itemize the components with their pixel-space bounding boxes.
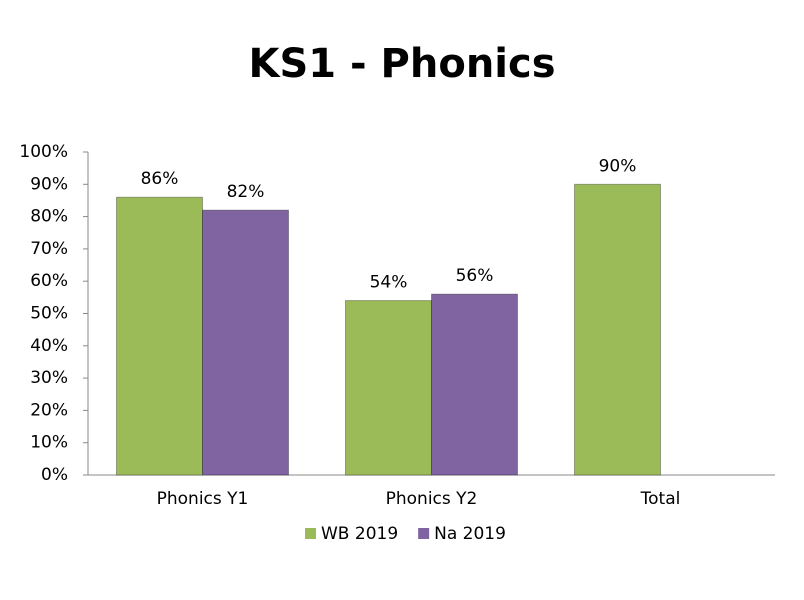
bar (116, 196, 203, 476)
x-tick-label: Total (640, 489, 681, 509)
x-tick-label: Phonics Y2 (386, 489, 478, 509)
chart-title: KS1 - Phonics (248, 41, 555, 87)
y-tick-label: 60% (30, 271, 68, 291)
legend-swatch (305, 528, 316, 539)
data-label: 56% (456, 266, 494, 286)
y-tick-label: 10% (30, 433, 68, 453)
y-tick-label: 80% (30, 207, 68, 227)
data-label: 86% (141, 169, 179, 189)
y-tick-label: 0% (41, 465, 68, 485)
legend-swatch (418, 528, 430, 539)
bar (574, 183, 661, 476)
legend-label: WB 2019 (321, 524, 398, 544)
bar (345, 300, 432, 476)
data-label: 54% (370, 273, 408, 293)
data-label: 90% (599, 156, 637, 176)
y-tick-label: 50% (30, 304, 68, 324)
data-label: 82% (227, 182, 265, 202)
bar (431, 293, 518, 476)
x-tick-label: Phonics Y1 (157, 489, 249, 509)
y-tick-label: 30% (30, 368, 68, 388)
legend-label: Na 2019 (434, 524, 506, 544)
y-tick-label: 40% (30, 336, 68, 356)
bar (202, 209, 289, 476)
y-tick-label: 70% (30, 239, 68, 259)
y-tick-label: 20% (30, 400, 68, 420)
y-tick-label: 90% (30, 174, 68, 194)
y-tick-label: 100% (19, 142, 68, 162)
